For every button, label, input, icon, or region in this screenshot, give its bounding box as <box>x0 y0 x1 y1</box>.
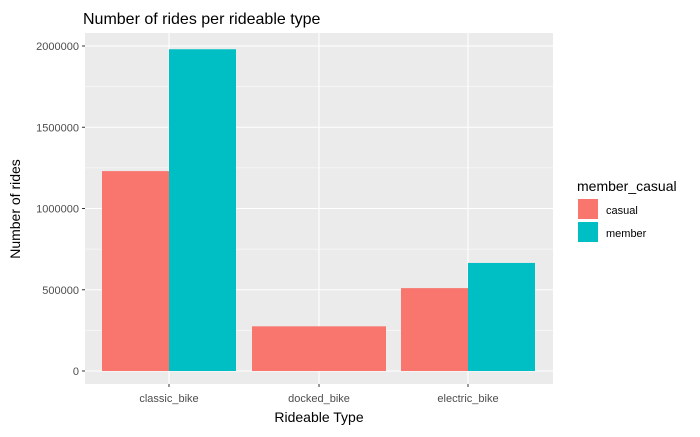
legend-key-casual <box>578 199 598 219</box>
legend-title: member_casual <box>577 178 677 194</box>
y-tick-label: 1500000 <box>36 122 79 134</box>
x-tick-label: docked_bike <box>288 393 350 405</box>
bar-casual-docked_bike <box>252 326 386 371</box>
bar-casual-electric_bike <box>401 288 468 371</box>
y-tick-label: 1000000 <box>36 204 79 216</box>
legend-items: casual member <box>578 199 647 242</box>
x-axis-label: Rideable Type <box>274 409 363 425</box>
legend: member_casual casual member <box>577 178 677 242</box>
legend-label-member: member <box>606 228 647 240</box>
x-tick-label: classic_bike <box>139 393 198 405</box>
y-tick-label: 500000 <box>42 285 79 297</box>
plot-panel: 0 500000 1000000 1500000 2000000 classic_bike… <box>36 33 553 405</box>
bar-member-classic_bike <box>169 49 236 371</box>
legend-key-member <box>578 222 598 242</box>
chart-title: Number of rides per rideable type <box>83 11 321 28</box>
y-axis-label: Number of rides <box>7 159 23 259</box>
y-tick-label: 2000000 <box>36 41 79 53</box>
y-tick-label: 0 <box>73 366 79 378</box>
bar-casual-classic_bike <box>102 171 169 371</box>
legend-label-casual: casual <box>606 205 638 217</box>
x-tick-label: electric_bike <box>437 393 498 405</box>
bar-member-electric_bike <box>468 262 535 371</box>
